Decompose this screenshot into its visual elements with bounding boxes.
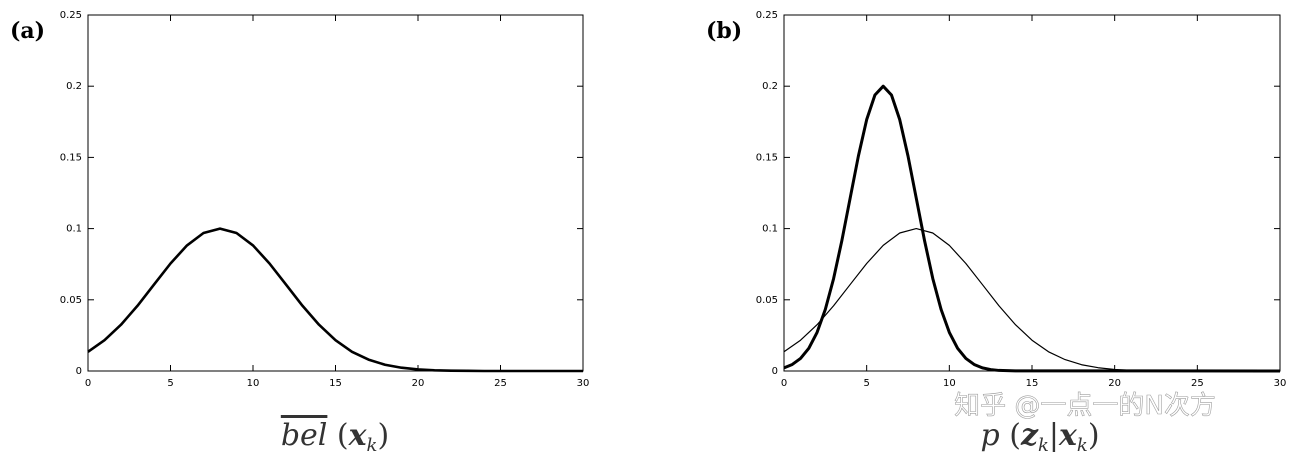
- label-part: bel: [281, 418, 328, 453]
- panel-label: (a): [10, 18, 45, 44]
- label-part: ): [377, 418, 389, 453]
- data-line: [783, 228, 1280, 372]
- x-tick-label: 30: [577, 378, 590, 389]
- x-tick-label: 15: [1026, 378, 1039, 389]
- x-tick-label: 20: [1108, 378, 1121, 389]
- label-part: |: [1049, 418, 1059, 453]
- label-part: x: [348, 418, 368, 453]
- plot-frame: [783, 14, 1281, 372]
- y-tick-label: 0.1: [66, 224, 82, 235]
- x-tick-label: 15: [329, 378, 342, 389]
- y-tick-label: 0: [772, 366, 778, 377]
- x-axis-label: p (zk|xk): [980, 418, 1099, 456]
- x-tick-label: 10: [943, 378, 956, 389]
- y-tick-label: 0.25: [756, 10, 778, 21]
- plot-frame: [87, 14, 584, 372]
- y-tick-label: 0.25: [60, 10, 82, 21]
- y-tick-label: 0.1: [762, 224, 778, 235]
- label-part: z: [1020, 418, 1039, 453]
- data-line: [783, 84, 1281, 373]
- label-part: (: [337, 418, 349, 453]
- x-tick-label: 5: [167, 378, 173, 389]
- label-part: k: [1077, 435, 1088, 456]
- y-tick-label: 0.15: [756, 152, 778, 163]
- y-tick-label: 0.05: [60, 295, 82, 306]
- y-tick-label: 0: [76, 366, 82, 377]
- x-tick-label: 10: [247, 378, 260, 389]
- label-part: p: [980, 418, 999, 453]
- label-part: ): [1088, 418, 1100, 453]
- x-tick-label: 30: [1274, 378, 1287, 389]
- y-tick-label: 0.2: [66, 81, 82, 92]
- x-tick-label: 0: [85, 378, 91, 389]
- y-tick-label: 0.05: [756, 295, 778, 306]
- x-tick-label: 20: [412, 378, 425, 389]
- panel-label: (b): [706, 18, 742, 44]
- label-part: k: [367, 435, 378, 456]
- x-tick-label: 25: [1191, 378, 1204, 389]
- watermark: 知乎 @一点一的N次方: [954, 391, 1216, 421]
- data-line: [87, 227, 583, 373]
- label-part: k: [1038, 435, 1049, 456]
- label-part: (: [1009, 418, 1021, 453]
- x-tick-label: 25: [494, 378, 507, 389]
- x-axis-label: bel (xk): [281, 418, 389, 456]
- y-tick-label: 0.15: [60, 152, 82, 163]
- x-tick-label: 0: [781, 378, 787, 389]
- y-tick-label: 0.2: [762, 81, 778, 92]
- label-part: x: [1058, 418, 1078, 453]
- x-tick-label: 5: [863, 378, 869, 389]
